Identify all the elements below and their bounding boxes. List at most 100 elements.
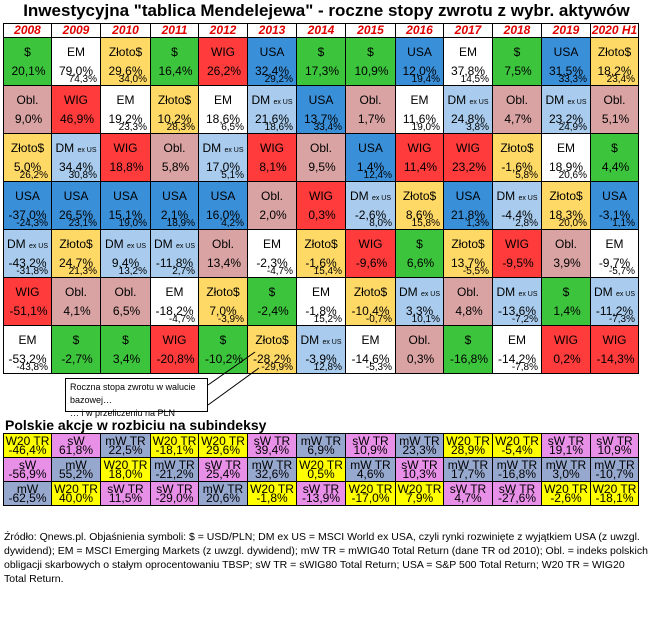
asset-label: Obl. [298, 141, 345, 155]
return-base: 9,0% [14, 112, 43, 126]
subindex-label: W20 TR [446, 434, 490, 449]
asset-symbol: Złoto$ [108, 45, 143, 59]
asset-symbol: Obl. [114, 285, 137, 299]
subindex-label: mW TR [251, 458, 293, 473]
return-base: 13,4% [206, 256, 242, 270]
asset-cell: $1,4% [541, 277, 591, 326]
asset-symbol: EM [214, 93, 232, 107]
return-base: 4,8% [455, 304, 483, 318]
year-header: 2011 [150, 23, 199, 38]
return-pln: 34,0% [118, 74, 147, 85]
return-base: -4,4% [501, 208, 533, 222]
asset-symbol: EM [410, 93, 429, 107]
subindex-label: sW TR [302, 482, 340, 497]
subindex-cell: sW -56,9% [3, 457, 52, 482]
asset-symbol: WIG [554, 333, 578, 347]
asset-cell: DM ex US -4,4% 2,8% [492, 181, 542, 230]
asset-cell: USA 13,7% 33,4% [296, 85, 346, 134]
subindex-label: W20 TR [103, 458, 148, 473]
asset-label: EM [53, 45, 100, 59]
return-pln: -5,3% [365, 362, 392, 373]
asset-symbol: USA [15, 189, 40, 203]
asset-symbol: EM [312, 285, 330, 299]
asset-cell: $7,5% [492, 37, 542, 86]
subindex-cell: mW TR 20,6% [198, 481, 248, 506]
asset-label: DM ex US [347, 189, 395, 203]
asset-cell: EM 18,9% 20,6% [541, 133, 591, 182]
year-header: 2012 [198, 23, 248, 38]
return-pln: 12,4% [363, 170, 392, 181]
asset-cell: Obl. 1,7% [345, 85, 396, 134]
return-pln: 15,8% [411, 218, 440, 229]
asset-cell: Obl. 4,7% [492, 85, 542, 134]
asset-label: EM [592, 237, 638, 251]
subindex-return: 23,3% [402, 443, 437, 457]
asset-label: Złoto$ [152, 93, 198, 107]
return-base: 10,9% [354, 64, 389, 78]
subindex-cell: sW TR 25,4% [198, 457, 248, 482]
return-base: 19,2% [108, 112, 143, 126]
subindex-return: 10,3% [402, 467, 437, 481]
asset-cell: $17,3% [296, 37, 346, 86]
asset-symbol: Złoto$ [500, 141, 534, 155]
asset-symbol: DM [300, 333, 320, 347]
return-base: -10,4% [351, 304, 390, 318]
asset-label: $ [152, 45, 198, 59]
callout-line-pln: … i w przeliczeniu na PLN [70, 408, 176, 418]
asset-symbol: Obl. [603, 93, 626, 107]
asset-cell: Obl. 5,8% [150, 133, 199, 182]
asset-label: Złoto$ [53, 237, 100, 251]
subindex-cell: mW TR 3,0% [541, 457, 591, 482]
subindex-label: W20 TR [201, 434, 245, 449]
asset-cell: Złoto$ 18,3% 20,0% [541, 181, 591, 230]
subindex-cell: mW TR 32,6% [247, 457, 297, 482]
return-base: 18,3% [548, 208, 584, 222]
asset-label: Obl. [152, 141, 198, 155]
asset-label: $ [445, 333, 492, 347]
subindex-cell: sW TR 10,3% [395, 457, 444, 482]
asset-cell: EM 37,8% 14,5% [443, 37, 493, 86]
asset-cell: EM 19,2% 23,3% [100, 85, 151, 134]
asset-symbol: WIG [15, 285, 40, 299]
return-pln: -4,7% [168, 314, 195, 325]
subindex-label: mW TR [545, 458, 587, 473]
asset-symbol: EM [18, 333, 37, 347]
asset-cell: USA 26,5% 23,1% [51, 181, 101, 230]
return-base: -14,2% [497, 352, 537, 366]
subindex-return: 17,7% [450, 467, 486, 481]
subindex-cell: mW TR -10,7% [590, 457, 639, 482]
subindex-return: -5,4% [501, 443, 533, 457]
asset-label: $ [592, 141, 638, 155]
year-header: 2016 [395, 23, 444, 38]
asset-symbol: Złoto$ [549, 189, 583, 203]
rank-row: Złoto$ 5,0% 26,2% DM ex US 34,4% 30,8% WIG 18,8… [3, 133, 639, 182]
subindex-cell: W20 TR -18,1% [150, 433, 199, 458]
asset-label: Obl. [397, 333, 443, 347]
return-pln: -31,8% [16, 266, 48, 277]
subindex-label: sW TR [401, 458, 438, 473]
asset-label: EM [494, 333, 541, 347]
asset-label: $ [347, 45, 395, 59]
asset-cell: DM ex US 3,3% 10,1% [395, 277, 444, 326]
return-pln: 5,8% [515, 170, 538, 181]
asset-label: Złoto$ [397, 189, 443, 203]
asset-label: USA [53, 189, 100, 203]
asset-symbol: DM [349, 189, 369, 203]
asset-symbol: WIG [162, 333, 187, 347]
asset-symbol: Złoto$ [10, 141, 45, 155]
asset-symbol: Złoto$ [59, 237, 93, 251]
asset-cell: $20,1% [3, 37, 52, 86]
asset-symbol: WIG [260, 141, 284, 155]
asset-cell: WIG 18,8% [100, 133, 151, 182]
return-base: 13,7% [303, 112, 339, 126]
rank-row: EM -53,2% -43,8% $ -2,7% $3,4% WIG -20,8% $ -10,2… [3, 325, 639, 374]
subindex-return: 3,0% [552, 467, 580, 481]
asset-cell: EM -53,2% -43,8% [3, 325, 52, 374]
asset-symbol: $ [416, 237, 423, 251]
return-pln: -29,9% [261, 362, 293, 373]
asset-cell: WIG -9,6% [345, 229, 396, 278]
year-header-row: 2008 2009 2010 2011 2012 2013 2014 2015 2016 2017… [3, 23, 639, 38]
subindex-cell: mW TR 4,6% [345, 457, 396, 482]
asset-label: $ [200, 333, 247, 347]
asset-label: Złoto$ [200, 285, 247, 299]
